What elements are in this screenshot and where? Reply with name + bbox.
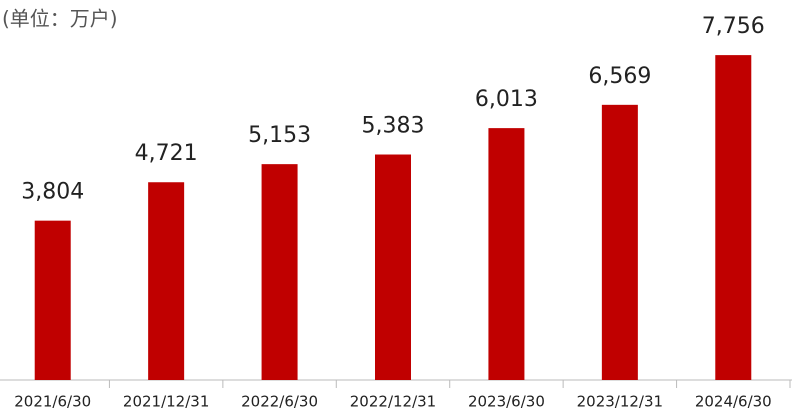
value-label: 7,756 xyxy=(702,14,765,39)
value-label: 6,569 xyxy=(588,64,651,89)
value-label: 5,153 xyxy=(248,123,311,148)
bar xyxy=(715,55,752,381)
x-tick-label: 2021/6/30 xyxy=(14,393,91,411)
value-label: 4,721 xyxy=(135,141,198,166)
x-tick-label: 2023/12/31 xyxy=(577,393,663,411)
bar xyxy=(375,154,411,380)
unit-label: (单位：万户) xyxy=(2,7,118,31)
bar xyxy=(601,104,638,381)
x-tick-label: 2024/6/30 xyxy=(695,393,772,411)
x-tick-label: 2021/12/31 xyxy=(123,393,209,411)
value-label: 5,383 xyxy=(362,114,425,139)
x-tick-label: 2022/12/31 xyxy=(350,393,436,411)
x-tick-label: 2023/6/30 xyxy=(468,393,545,411)
bar xyxy=(488,128,525,380)
x-tick-label: 2022/6/30 xyxy=(241,393,318,411)
value-label: 3,804 xyxy=(21,180,84,205)
bar xyxy=(148,182,185,380)
bar xyxy=(261,164,298,380)
value-label: 6,013 xyxy=(475,87,538,112)
bar xyxy=(34,220,71,380)
